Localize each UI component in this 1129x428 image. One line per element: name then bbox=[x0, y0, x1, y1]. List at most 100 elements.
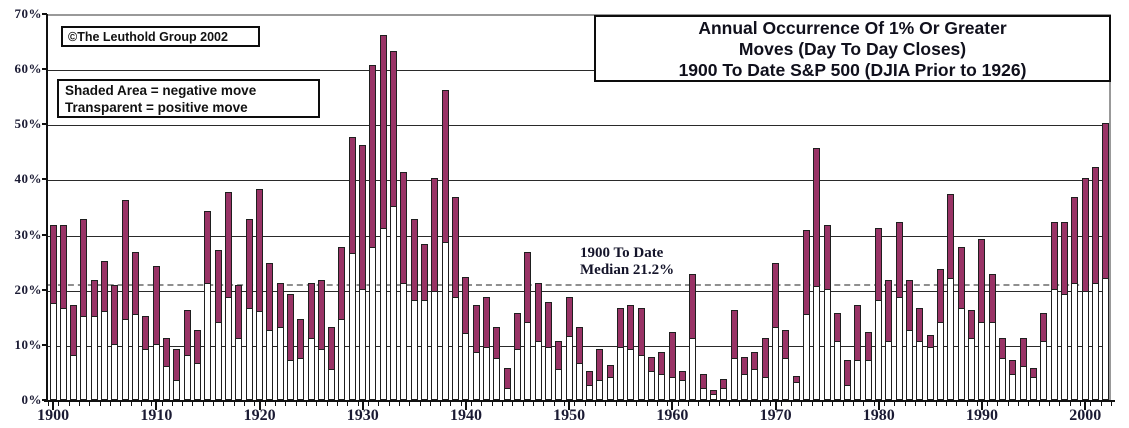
bar-1913-positive bbox=[183, 354, 191, 400]
bar-1997-positive bbox=[1050, 288, 1058, 400]
bar-1946-positive bbox=[524, 321, 532, 400]
x-minor-tick bbox=[151, 402, 153, 406]
chart-title-box: Annual Occurrence Of 1% Or Greater Moves… bbox=[594, 15, 1111, 82]
median-annotation-line2: Median 21.2% bbox=[580, 262, 675, 278]
bar-1925-positive bbox=[307, 338, 315, 400]
x-major-tick-2000 bbox=[1084, 402, 1087, 410]
bar-1934-positive bbox=[400, 283, 408, 400]
bar-1930-positive bbox=[359, 288, 367, 400]
gridline-50 bbox=[48, 125, 1109, 127]
x-minor-tick bbox=[182, 402, 184, 406]
bar-1926-negative bbox=[317, 279, 325, 351]
bar-1916-negative bbox=[214, 249, 222, 323]
x-tick-label-1910: 1910 bbox=[140, 407, 173, 424]
bar-1961-positive bbox=[679, 379, 687, 400]
bar-1901-positive bbox=[59, 308, 67, 400]
x-minor-tick bbox=[553, 402, 555, 406]
x-minor-tick bbox=[1069, 402, 1071, 406]
x-tick-label-1950: 1950 bbox=[553, 407, 586, 424]
bar-1948-positive bbox=[544, 346, 552, 400]
bar-1905-positive bbox=[101, 310, 109, 400]
bar-1991-negative bbox=[988, 274, 996, 323]
x-minor-tick bbox=[378, 402, 380, 406]
x-minor-tick bbox=[161, 402, 163, 406]
bar-1996-negative bbox=[1040, 313, 1048, 343]
bar-1932-negative bbox=[379, 34, 387, 230]
bar-1935-negative bbox=[410, 219, 418, 301]
bar-1960-negative bbox=[668, 332, 676, 378]
x-minor-tick bbox=[306, 402, 307, 406]
bar-1965-positive bbox=[720, 387, 728, 400]
x-minor-tick bbox=[925, 402, 927, 406]
x-minor-tick bbox=[956, 402, 958, 406]
x-minor-tick bbox=[419, 402, 421, 406]
bar-1900-positive bbox=[49, 302, 57, 400]
bar-1966-negative bbox=[730, 310, 738, 359]
bar-1972-negative bbox=[792, 376, 800, 384]
bar-1969-positive bbox=[761, 376, 769, 400]
bar-1979-positive bbox=[864, 360, 872, 400]
y-tick-label-10: 10% bbox=[14, 336, 42, 352]
bar-1929-negative bbox=[348, 136, 356, 254]
bar-1981-negative bbox=[885, 279, 893, 343]
x-minor-tick bbox=[1018, 402, 1020, 406]
x-minor-tick bbox=[708, 402, 710, 406]
bar-1985-negative bbox=[926, 335, 934, 348]
bar-1956-negative bbox=[627, 304, 635, 351]
x-minor-tick bbox=[440, 402, 442, 406]
x-minor-tick bbox=[264, 402, 266, 406]
bar-1972-positive bbox=[792, 382, 800, 400]
bar-2000-negative bbox=[1081, 177, 1089, 293]
x-minor-tick bbox=[522, 402, 524, 406]
bar-1917-negative bbox=[224, 191, 232, 298]
legend-box: Shaded Area = negative move Transparent … bbox=[57, 79, 320, 118]
bar-1946-negative bbox=[524, 252, 532, 323]
bar-1994-positive bbox=[1019, 365, 1027, 400]
bar-1915-positive bbox=[204, 283, 212, 400]
bar-1978-positive bbox=[854, 360, 862, 400]
bar-1971-negative bbox=[782, 329, 790, 359]
x-minor-tick bbox=[316, 402, 318, 406]
bar-1986-positive bbox=[937, 321, 945, 400]
bar-1919-negative bbox=[245, 219, 253, 310]
bar-1989-negative bbox=[968, 310, 975, 340]
x-major-tick-1960 bbox=[671, 402, 674, 410]
x-major-tick-1950 bbox=[568, 402, 571, 410]
y-tick-label-20: 20% bbox=[14, 281, 42, 297]
bar-1973-positive bbox=[802, 313, 810, 400]
x-minor-tick bbox=[192, 402, 194, 406]
bar-1908-negative bbox=[132, 252, 140, 315]
bar-1956-positive bbox=[627, 349, 635, 400]
bar-1979-negative bbox=[864, 332, 872, 362]
y-tick-20 bbox=[42, 288, 47, 291]
bar-1907-negative bbox=[121, 200, 129, 321]
bar-1955-positive bbox=[617, 346, 625, 400]
bar-1974-positive bbox=[813, 285, 821, 400]
x-minor-tick bbox=[801, 402, 803, 406]
x-tick-label-1980: 1980 bbox=[862, 407, 895, 424]
bar-1906-negative bbox=[111, 285, 119, 345]
bar-1997-negative bbox=[1050, 222, 1058, 290]
x-minor-tick bbox=[429, 402, 431, 406]
bar-1913-negative bbox=[183, 310, 191, 356]
bar-1928-negative bbox=[338, 246, 346, 321]
bar-1996-positive bbox=[1040, 341, 1048, 400]
x-minor-tick bbox=[223, 402, 225, 406]
x-major-tick-1920 bbox=[258, 402, 261, 410]
bar-1911-positive bbox=[163, 365, 171, 400]
bar-1955-negative bbox=[617, 307, 625, 348]
bar-1942-negative bbox=[482, 296, 490, 348]
bar-1986-negative bbox=[937, 268, 945, 323]
bar-1993-positive bbox=[1009, 374, 1017, 400]
bar-1924-negative bbox=[297, 318, 305, 359]
y-tick-label-30: 30% bbox=[14, 226, 42, 242]
bar-1988-negative bbox=[957, 246, 965, 310]
gridline-30 bbox=[48, 235, 1109, 237]
x-major-tick-1900 bbox=[52, 402, 55, 410]
bar-1990-negative bbox=[978, 238, 986, 323]
x-tick-label-1940: 1940 bbox=[449, 407, 482, 424]
bar-1945-positive bbox=[513, 349, 521, 400]
x-minor-tick bbox=[780, 402, 782, 406]
x-minor-tick bbox=[347, 402, 349, 406]
bar-1943-negative bbox=[493, 326, 501, 359]
